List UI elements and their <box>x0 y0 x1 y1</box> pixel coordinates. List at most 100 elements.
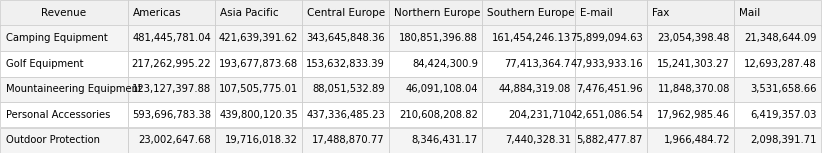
Bar <box>302 26 389 51</box>
Text: 5,882,477.87: 5,882,477.87 <box>576 135 643 145</box>
Text: Camping Equipment: Camping Equipment <box>6 33 108 43</box>
Bar <box>0 26 128 51</box>
Text: 1,966,484.72: 1,966,484.72 <box>663 135 730 145</box>
Bar <box>215 26 302 51</box>
Text: 2,098,391.71: 2,098,391.71 <box>751 135 817 145</box>
Bar <box>0 127 128 153</box>
Bar <box>734 76 821 102</box>
Text: 153,632,833.39: 153,632,833.39 <box>306 59 385 69</box>
Text: 481,445,781.04: 481,445,781.04 <box>133 33 211 43</box>
Text: 12,693,287.48: 12,693,287.48 <box>744 59 817 69</box>
Bar <box>389 26 482 51</box>
Text: Mountaineering Equipment: Mountaineering Equipment <box>6 84 142 94</box>
Text: 46,091,108.04: 46,091,108.04 <box>406 84 478 94</box>
Text: 84,424,300.9: 84,424,300.9 <box>412 59 478 69</box>
Bar <box>482 102 575 127</box>
Bar <box>647 0 734 26</box>
Text: 439,800,120.35: 439,800,120.35 <box>219 110 298 120</box>
Text: 217,262,995.22: 217,262,995.22 <box>131 59 211 69</box>
Text: Outdoor Protection: Outdoor Protection <box>6 135 100 145</box>
Bar <box>734 51 821 76</box>
Bar <box>482 127 575 153</box>
Bar <box>389 102 482 127</box>
Bar <box>575 127 647 153</box>
Bar <box>647 26 734 51</box>
Bar <box>302 76 389 102</box>
Text: 77,413,364.7: 77,413,364.7 <box>504 59 571 69</box>
Text: 210,608,208.82: 210,608,208.82 <box>399 110 478 120</box>
Bar <box>647 51 734 76</box>
Text: Mail: Mail <box>739 8 760 18</box>
Bar <box>302 51 389 76</box>
Text: 123,127,397.88: 123,127,397.88 <box>132 84 211 94</box>
Bar <box>128 51 215 76</box>
Bar <box>734 26 821 51</box>
Text: Asia Pacific: Asia Pacific <box>220 8 278 18</box>
Text: 437,336,485.23: 437,336,485.23 <box>306 110 385 120</box>
Text: 17,488,870.77: 17,488,870.77 <box>312 135 385 145</box>
Bar <box>734 127 821 153</box>
Bar <box>302 102 389 127</box>
Bar <box>128 102 215 127</box>
Bar <box>215 127 302 153</box>
Bar <box>389 127 482 153</box>
Bar <box>575 51 647 76</box>
Bar <box>0 76 128 102</box>
Text: 11,848,370.08: 11,848,370.08 <box>658 84 730 94</box>
Text: Golf Equipment: Golf Equipment <box>6 59 83 69</box>
Bar <box>128 0 215 26</box>
Bar <box>482 26 575 51</box>
Bar <box>215 76 302 102</box>
Bar <box>389 51 482 76</box>
Bar <box>575 26 647 51</box>
Text: 75,899,094.63: 75,899,094.63 <box>570 33 643 43</box>
Bar <box>575 76 647 102</box>
Text: 47,933,933.16: 47,933,933.16 <box>570 59 643 69</box>
Bar <box>302 0 389 26</box>
Bar <box>389 0 482 26</box>
Bar <box>302 127 389 153</box>
Bar <box>482 0 575 26</box>
Text: 7,476,451.96: 7,476,451.96 <box>576 84 643 94</box>
Bar <box>215 102 302 127</box>
Text: 8,346,431.17: 8,346,431.17 <box>412 135 478 145</box>
Bar <box>734 0 821 26</box>
Text: E-mail: E-mail <box>580 8 612 18</box>
Text: 6,419,357.03: 6,419,357.03 <box>751 110 817 120</box>
Text: Fax: Fax <box>652 8 669 18</box>
Text: 107,505,775.01: 107,505,775.01 <box>219 84 298 94</box>
Bar <box>128 127 215 153</box>
Bar <box>575 102 647 127</box>
Text: 180,851,396.88: 180,851,396.88 <box>399 33 478 43</box>
Text: 193,677,873.68: 193,677,873.68 <box>219 59 298 69</box>
Bar <box>647 127 734 153</box>
Text: 21,348,644.09: 21,348,644.09 <box>744 33 817 43</box>
Text: 204,231,710: 204,231,710 <box>508 110 571 120</box>
Text: Personal Accessories: Personal Accessories <box>6 110 110 120</box>
Text: Americas: Americas <box>133 8 182 18</box>
Text: 17,962,985.46: 17,962,985.46 <box>657 110 730 120</box>
Bar <box>215 0 302 26</box>
Bar <box>647 102 734 127</box>
Text: Revenue: Revenue <box>41 8 86 18</box>
Text: 44,884,319.08: 44,884,319.08 <box>499 84 571 94</box>
Bar <box>0 0 128 26</box>
Text: 15,241,303.27: 15,241,303.27 <box>657 59 730 69</box>
Bar <box>482 51 575 76</box>
Text: 23,002,647.68: 23,002,647.68 <box>138 135 211 145</box>
Bar <box>128 76 215 102</box>
Text: 161,454,246.13: 161,454,246.13 <box>492 33 571 43</box>
Text: 88,051,532.89: 88,051,532.89 <box>312 84 385 94</box>
Bar <box>215 51 302 76</box>
Text: 19,716,018.32: 19,716,018.32 <box>225 135 298 145</box>
Bar <box>575 0 647 26</box>
Text: 23,054,398.48: 23,054,398.48 <box>658 33 730 43</box>
Text: 3,531,658.66: 3,531,658.66 <box>751 84 817 94</box>
Text: Northern Europe: Northern Europe <box>394 8 481 18</box>
Bar <box>389 76 482 102</box>
Bar <box>734 102 821 127</box>
Bar <box>647 76 734 102</box>
Text: 421,639,391.62: 421,639,391.62 <box>219 33 298 43</box>
Text: 593,696,783.38: 593,696,783.38 <box>132 110 211 120</box>
Text: 42,651,086.54: 42,651,086.54 <box>570 110 643 120</box>
